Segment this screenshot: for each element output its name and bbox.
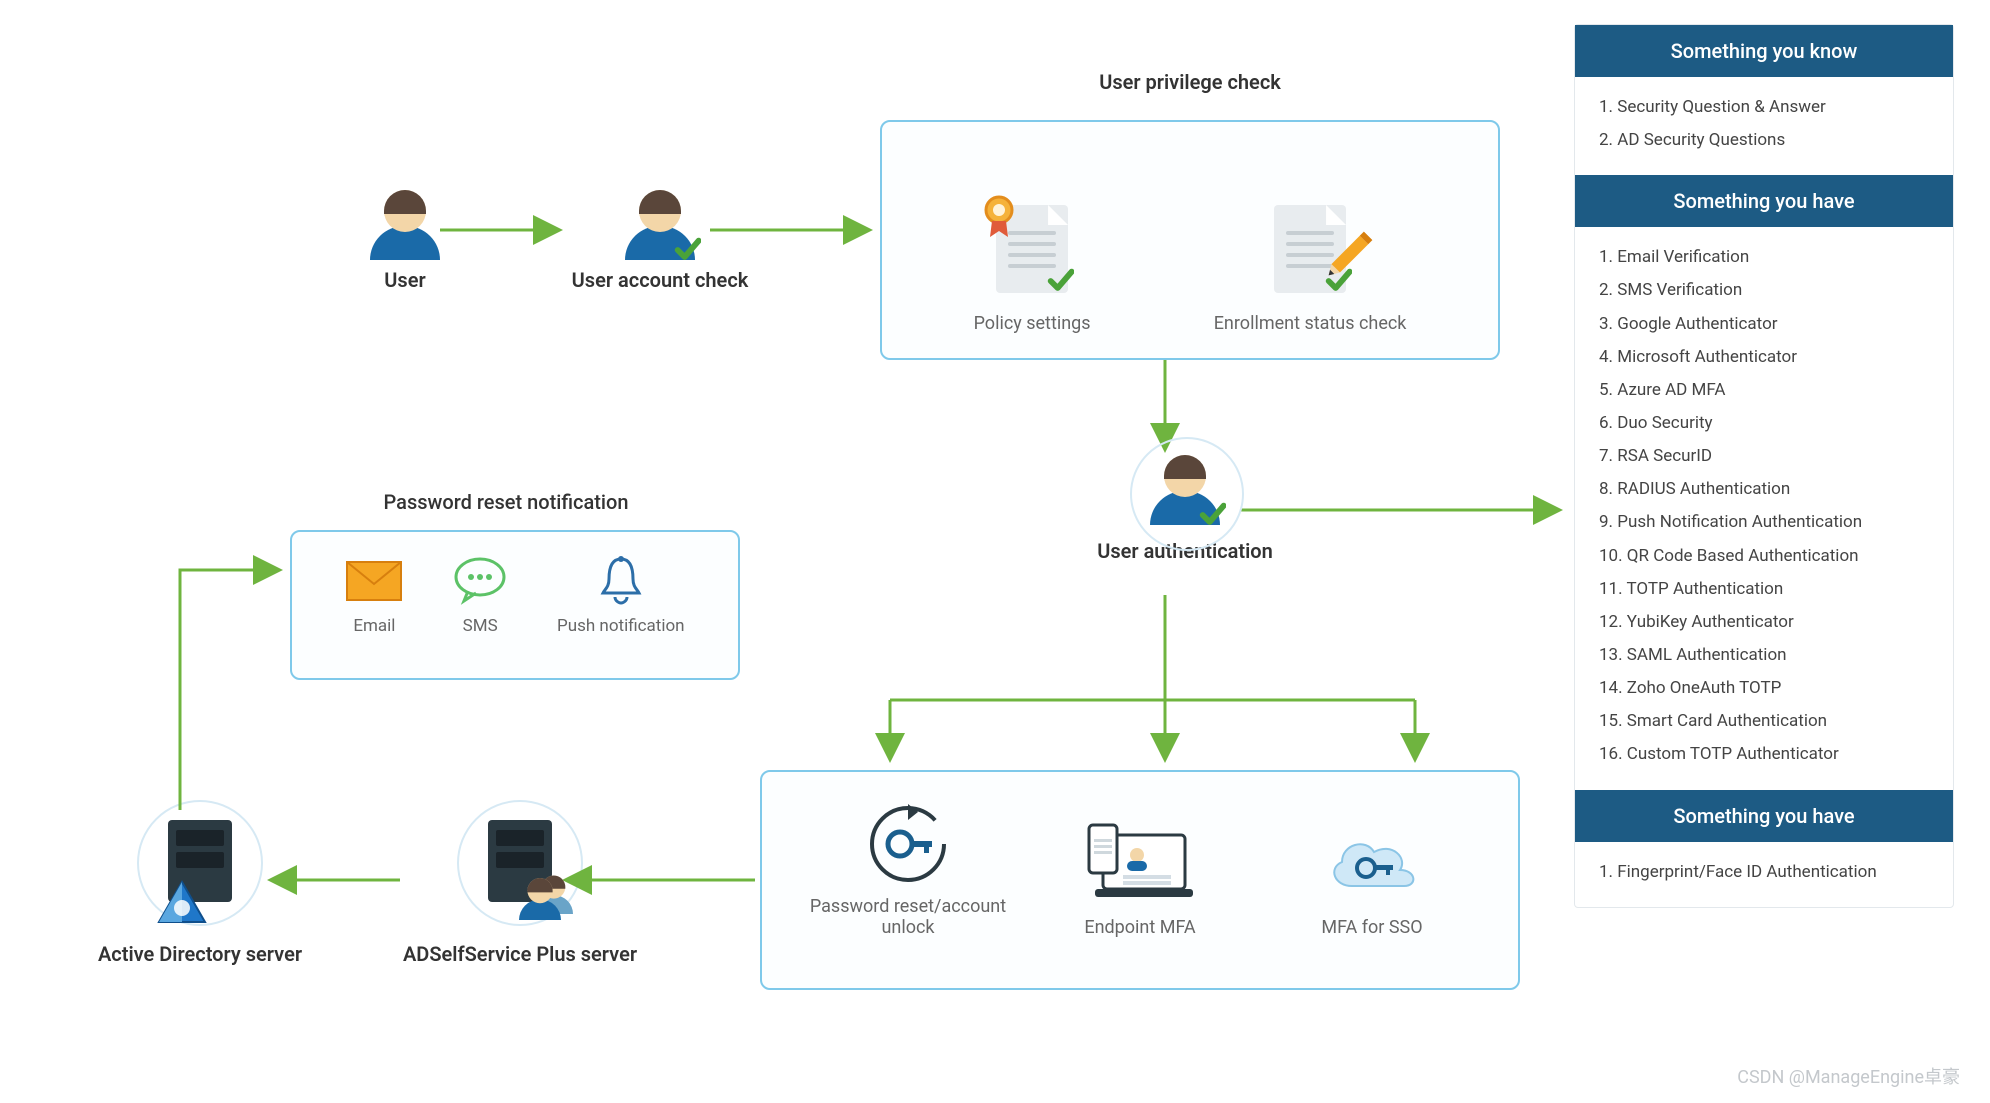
node-user-auth: User authentication xyxy=(1075,455,1295,563)
policy-settings: Policy settings xyxy=(974,205,1091,334)
user-auth-icon xyxy=(1150,455,1220,525)
mfa-options-box: Password reset/account unlock Endpoint M… xyxy=(760,770,1520,990)
diagram-canvas: User User account check User privilege c… xyxy=(0,0,1990,1103)
laptop-phone-icon xyxy=(1024,823,1256,907)
policy-doc-icon xyxy=(996,205,1068,293)
node-user-account-check: User account check xyxy=(560,190,760,292)
sms-icon xyxy=(454,554,506,608)
notif-sms: SMS xyxy=(454,554,506,636)
adss-label: ADSelfService Plus server xyxy=(400,942,640,966)
auth-factors-panel: Something you know 1. Security Question … xyxy=(1574,24,1954,908)
panel-header-are: Something you have xyxy=(1575,790,1953,842)
panel-body-are: 1. Fingerprint/Face ID Authentication xyxy=(1575,842,1953,907)
user-label: User xyxy=(370,268,440,292)
mfa-sso: MFA for SSO xyxy=(1256,823,1488,938)
user-icon xyxy=(370,190,440,260)
bell-icon xyxy=(557,554,685,608)
panel-body-know: 1. Security Question & Answer 2. AD Secu… xyxy=(1575,77,1953,175)
watermark: CSDN @ManageEngine卓豪 xyxy=(1737,1063,1960,1089)
email-icon xyxy=(345,554,403,608)
user-account-check-label: User account check xyxy=(560,268,760,292)
ad-server-icon xyxy=(161,820,239,920)
privilege-check-title: User privilege check xyxy=(1040,62,1340,94)
mfa-endpoint: Endpoint MFA xyxy=(1024,823,1256,938)
mfa-password-reset: Password reset/account unlock xyxy=(792,802,1024,938)
adss-server-icon xyxy=(481,820,559,920)
node-adss-server: ADSelfService Plus server xyxy=(400,820,640,966)
notif-title: Password reset notification xyxy=(356,482,656,514)
ad-label: Active Directory server xyxy=(80,942,320,966)
notif-push: Push notification xyxy=(557,554,685,636)
user-check-icon xyxy=(625,190,695,260)
notification-box: Email SMS Push notification xyxy=(290,530,740,680)
panel-header-have: Something you have xyxy=(1575,175,1953,227)
node-user: User xyxy=(370,190,440,292)
privilege-check-box: Policy settings Enrollment status check xyxy=(880,120,1500,360)
key-refresh-icon xyxy=(792,802,1024,886)
enrollment-status: Enrollment status check xyxy=(1214,205,1407,334)
cloud-key-icon xyxy=(1256,823,1488,907)
node-ad-server: Active Directory server xyxy=(80,820,320,966)
notif-email: Email xyxy=(345,554,403,636)
panel-body-have: 1. Email Verification 2. SMS Verificatio… xyxy=(1575,227,1953,789)
panel-header-know: Something you know xyxy=(1575,25,1953,77)
enrollment-doc-icon xyxy=(1274,205,1346,293)
